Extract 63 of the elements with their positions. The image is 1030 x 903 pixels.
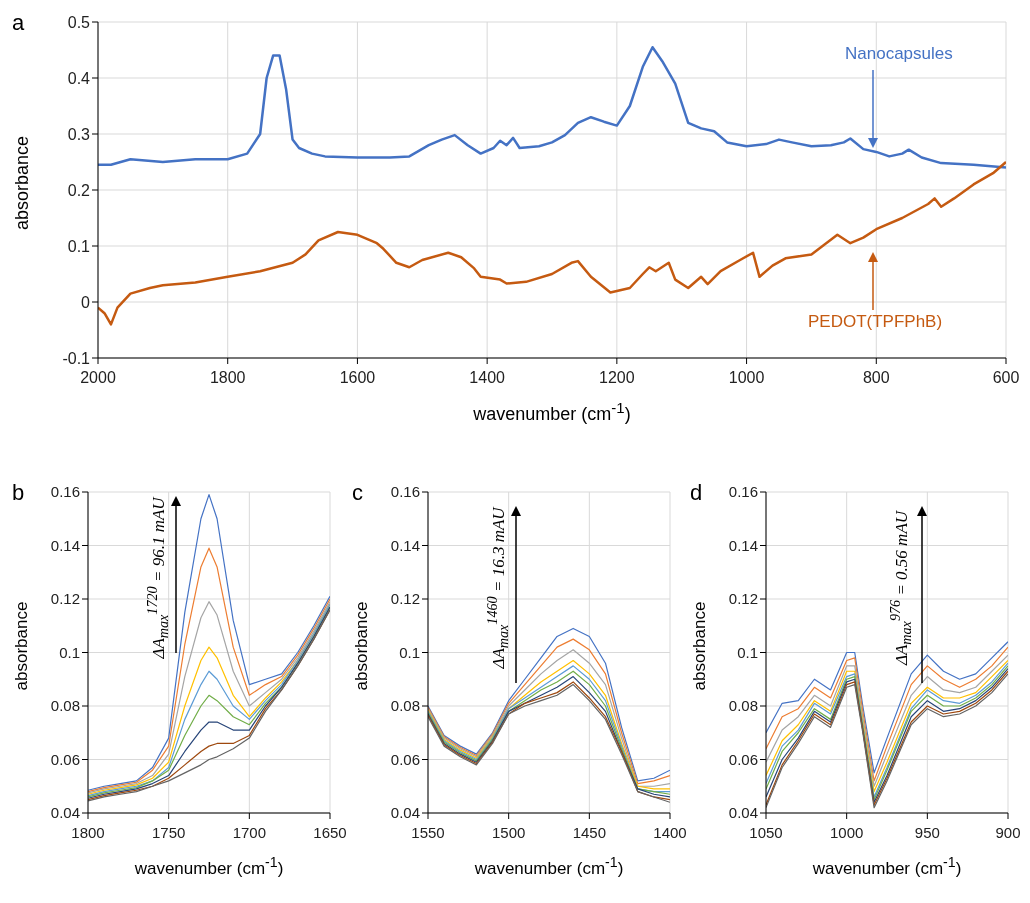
y-tick-label: 0.14 bbox=[728, 536, 758, 554]
y-tick-label: 0.3 bbox=[67, 125, 91, 143]
y-tick-label: 0.04 bbox=[50, 804, 80, 822]
x-tick-label: 1650 bbox=[313, 823, 347, 841]
y-tick-label: 0.06 bbox=[728, 750, 758, 768]
y-tick-label: 0.16 bbox=[728, 483, 758, 501]
text: Nanocapsules bbox=[845, 44, 953, 64]
chart-title: a bbox=[12, 10, 25, 36]
y-tick-label: 0.16 bbox=[390, 483, 420, 501]
y-tick-label: 0.16 bbox=[50, 483, 80, 501]
x-axis-title: wavenumber (cm$^{-1}$) bbox=[472, 399, 632, 425]
y-tick-label: 0.06 bbox=[390, 750, 420, 768]
x-tick-label: 1400 bbox=[469, 369, 506, 387]
y-tick-label: 0.06 bbox=[50, 750, 80, 768]
line-series bbox=[98, 45, 1006, 169]
x-tick-label: 800 bbox=[862, 369, 890, 387]
y-tick-label: 0.1 bbox=[67, 237, 91, 255]
y-tick-label: 0.2 bbox=[67, 181, 91, 199]
x-tick-label: 1450 bbox=[572, 823, 607, 841]
x-tick-label: 1200 bbox=[599, 369, 635, 387]
x-tick-label: 1000 bbox=[829, 823, 864, 841]
x-tick-label: 1600 bbox=[339, 369, 376, 387]
y-axis-title: absorbance bbox=[352, 601, 372, 690]
y-tick-label: 0.4 bbox=[67, 69, 91, 87]
x-tick-label: 1400 bbox=[653, 823, 687, 841]
x-tick-label: 1800 bbox=[71, 823, 105, 841]
x-tick-label: 1550 bbox=[411, 823, 445, 841]
y-tick-label: 0.12 bbox=[390, 590, 420, 608]
x-tick-label: 1700 bbox=[232, 823, 267, 841]
y-tick-label: 0.14 bbox=[50, 536, 80, 554]
y-tick-label: 0.1 bbox=[59, 643, 80, 661]
x-axis-title: wavenumber (cm$^{-1}$) bbox=[811, 854, 963, 879]
y-tick-label: -0.1 bbox=[62, 349, 91, 367]
y-tick-label: 0.08 bbox=[728, 697, 758, 715]
x-axis-title: wavenumber (cm$^{-1}$) bbox=[473, 854, 625, 879]
y-tick-label: 0.1 bbox=[737, 643, 758, 661]
y-tick-label: 0.08 bbox=[50, 697, 80, 715]
y-axis-title: absorbance bbox=[690, 601, 710, 690]
y-tick-label: 0.08 bbox=[390, 697, 420, 715]
x-tick-label: 900 bbox=[995, 823, 1021, 841]
y-tick-label: 0.12 bbox=[50, 590, 80, 608]
y-tick-label: 0.04 bbox=[390, 804, 420, 822]
text: PEDOT(TPFPhB) bbox=[808, 312, 943, 332]
x-axis-title: wavenumber (cm$^{-1}$) bbox=[133, 854, 285, 879]
x-tick-label: 1750 bbox=[151, 823, 186, 841]
x-tick-label: 600 bbox=[992, 369, 1020, 387]
x-tick-label: 1050 bbox=[749, 823, 783, 841]
x-tick-label: 950 bbox=[914, 823, 940, 841]
x-tick-label: 1000 bbox=[728, 369, 765, 387]
y-tick-label: 0.1 bbox=[399, 643, 420, 661]
y-axis-title: absorbance bbox=[11, 135, 33, 231]
y-tick-label: 0.04 bbox=[728, 804, 758, 822]
y-tick-label: 0.12 bbox=[728, 590, 758, 608]
x-tick-label: 1500 bbox=[491, 823, 526, 841]
y-tick-label: 0 bbox=[81, 293, 91, 311]
chart-title: c bbox=[352, 480, 363, 506]
x-tick-label: 2000 bbox=[80, 369, 116, 387]
y-tick-label: 0.5 bbox=[67, 13, 91, 31]
x-tick-label: 1800 bbox=[209, 369, 246, 387]
y-axis-title: absorbance bbox=[12, 601, 32, 690]
chart-title: b bbox=[12, 480, 25, 506]
y-tick-label: 0.14 bbox=[390, 536, 420, 554]
chart-title: d bbox=[690, 480, 703, 506]
